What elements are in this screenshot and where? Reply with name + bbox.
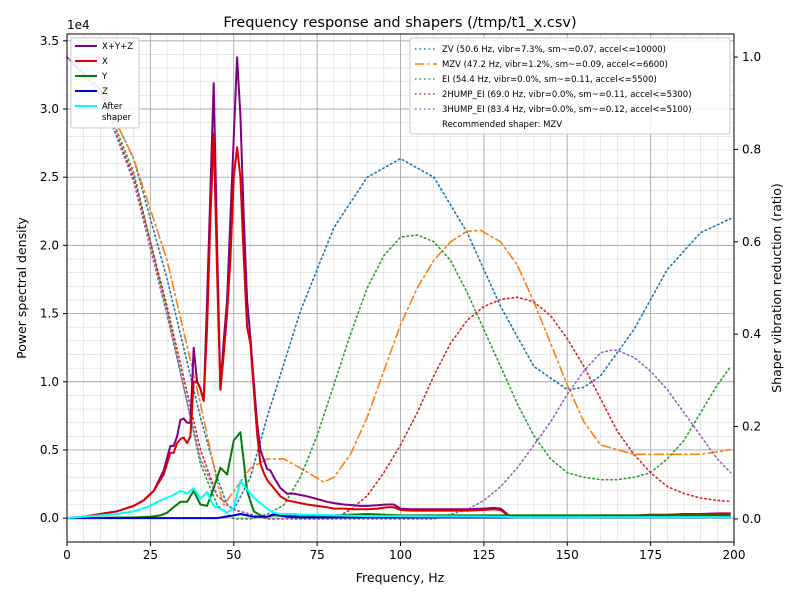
y2-tick-label: 0.6: [742, 235, 761, 249]
y-tick-label: 1.5: [40, 307, 59, 321]
psd-line-after-shaper: [66, 480, 731, 520]
y2-tick-label: 0.4: [742, 327, 761, 341]
y-tick-label: 2.5: [40, 170, 59, 184]
psd-layer: [66, 56, 731, 520]
y2-tick-label: 0.0: [742, 512, 761, 526]
shaper-line-3hump-ei: [66, 56, 732, 520]
y2-axis-label: Shaper vibration reduction (ratio): [769, 183, 784, 393]
shaper-line-zv: [66, 56, 732, 511]
y-tick-label: 3.0: [40, 102, 59, 116]
y2-tick-label: 1.0: [742, 50, 761, 64]
y-tick-label: 1.0: [40, 375, 59, 389]
x-tick-label: 50: [226, 548, 241, 562]
x-tick-label: 25: [143, 548, 158, 562]
legend-right: ZV (50.6 Hz, vibr=7.3%, sm~=0.07, accel<…: [409, 37, 731, 135]
x-tick-label: 150: [556, 548, 579, 562]
y-tick-label: 0.5: [40, 443, 59, 457]
y-tick-label: 2.0: [40, 238, 59, 252]
shaper-layer: [66, 56, 732, 520]
legend-right-label: MZV (47.2 Hz, vibr=1.2%, sm~=0.09, accel…: [442, 60, 668, 70]
legend-right-label: ZV (50.6 Hz, vibr=7.3%, sm~=0.07, accel<…: [442, 45, 666, 55]
y2-tick-label: 0.8: [742, 142, 761, 156]
shaper-line-ei: [66, 56, 732, 520]
legend-left-label: Y: [101, 72, 108, 82]
legend-right-label: 3HUMP_EI (83.4 Hz, vibr=0.0%, sm~=0.12, …: [442, 105, 692, 115]
legend-right-frame: [409, 37, 731, 135]
y-tick-label: 0.0: [40, 511, 59, 525]
x-tick-label: 175: [639, 548, 662, 562]
shaper-line-mzv: [66, 56, 732, 506]
x-tick-label: 0: [63, 548, 71, 562]
legend-left-label: X+Y+Z: [102, 42, 133, 52]
legend-right-label: 2HUMP_EI (69.0 Hz, vibr=0.0%, sm~=0.11, …: [442, 90, 692, 100]
legend-left-label: After: [102, 102, 123, 112]
y-axis-label: Power spectral density: [14, 217, 29, 359]
y-offset-label: 1e4: [67, 18, 90, 32]
recommended-shaper-text: Recommended shaper: MZV: [442, 120, 562, 130]
x-tick-label: 100: [389, 548, 412, 562]
y2-tick-label: 0.2: [742, 420, 761, 434]
axes-layer: 0 25 50 75 100 125 150 175 200 0.0 0.5 1.0 1.5 2.0 2.5…: [40, 34, 761, 562]
legend-left-label: X: [102, 57, 108, 67]
legend-right-label: EI (54.4 Hz, vibr=0.0%, sm~=0.11, accel<…: [442, 75, 657, 85]
x-tick-label: 125: [472, 548, 495, 562]
y-tick-label: 3.5: [40, 34, 59, 48]
x-tick-label: 75: [309, 548, 324, 562]
x-tick-label: 200: [723, 548, 746, 562]
legend-left-label: Z: [102, 87, 108, 97]
psd-line-y: [66, 431, 731, 520]
legend-left-label: shaper: [102, 113, 132, 123]
x-axis-label: Frequency, Hz: [356, 570, 445, 585]
chart-title: Frequency response and shapers (/tmp/t1_…: [223, 15, 576, 31]
